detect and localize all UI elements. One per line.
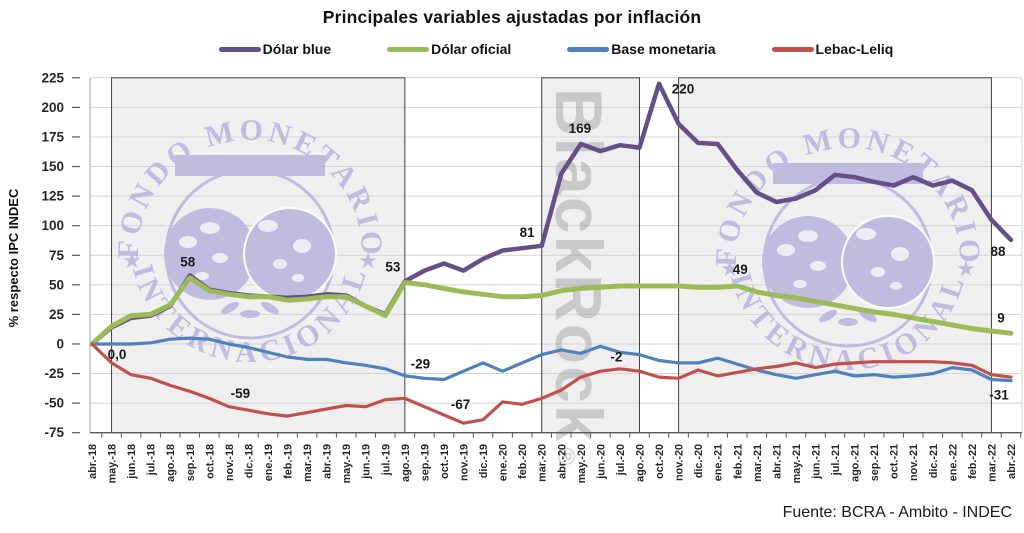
x-tick-label: feb.-22 <box>967 444 979 479</box>
x-tick-label: mar.-19 <box>302 444 314 482</box>
x-tick-label: oct.-20 <box>654 444 666 479</box>
x-tick-label: jun.-18 <box>126 444 138 480</box>
x-tick-label: nov.-18 <box>224 444 236 481</box>
x-tick-label: jul.-20 <box>615 444 627 476</box>
data-label: -67 <box>451 397 471 412</box>
data-label: 81 <box>520 225 536 240</box>
x-tick-label: ago.-20 <box>634 444 646 482</box>
x-tick-label: dic.-20 <box>693 444 705 478</box>
y-tick-label: 25 <box>49 307 65 322</box>
y-tick-label: -50 <box>44 396 64 411</box>
x-tick-label: oct.-19 <box>439 444 451 479</box>
series-line-lebac-leliq <box>90 342 1013 425</box>
x-tick-label: nov.-19 <box>459 444 471 481</box>
x-tick-label: abr.-20 <box>556 444 568 479</box>
x-tick-label: nov.-21 <box>908 444 920 481</box>
data-label: 49 <box>733 262 748 277</box>
y-tick-label: 150 <box>41 159 64 174</box>
x-tick-label: sep.-18 <box>185 444 197 481</box>
x-tick-label: may.-20 <box>576 444 588 483</box>
x-tick-label: ene.-20 <box>498 444 510 481</box>
legend-label: Lebac-Leliq <box>815 41 894 57</box>
x-tick-label: jun.-21 <box>810 444 822 480</box>
x-tick-label: mar.-20 <box>537 444 549 482</box>
data-label: -29 <box>411 356 431 371</box>
x-tick-label: abr.-18 <box>87 444 99 479</box>
x-tick-label: sep.-21 <box>869 444 881 481</box>
y-tick-label: -75 <box>44 425 64 440</box>
data-label: -59 <box>231 386 251 401</box>
legend-item-d-lar-oficial: Dólar oficial <box>387 41 511 57</box>
y-tick-label: 75 <box>49 248 65 263</box>
x-tick-label: feb.-19 <box>283 444 295 479</box>
legend-label: Base monetaria <box>611 41 716 57</box>
x-tick-label: abr.-22 <box>1006 444 1018 479</box>
x-tick-label: feb.-20 <box>517 444 529 479</box>
x-tick-label: may.-19 <box>341 444 353 483</box>
x-tick-label: sep.-19 <box>419 444 431 481</box>
data-label: 169 <box>569 121 592 136</box>
x-tick-label: abr.-19 <box>322 444 334 479</box>
x-tick-label: mar.-22 <box>986 444 998 482</box>
y-tick-label: 200 <box>41 100 64 115</box>
x-tick-label: ago.-18 <box>165 444 177 482</box>
data-label: 220 <box>672 82 695 97</box>
imf-star-icon: ★ <box>122 248 142 273</box>
legend-swatch-icon <box>567 46 610 52</box>
x-tick-label: oct.-21 <box>889 444 901 479</box>
data-label: -2 <box>610 349 622 364</box>
x-tick-label: abr.-21 <box>771 444 783 479</box>
imf-star-icon: ★ <box>720 256 740 281</box>
x-tick-label: jul.-21 <box>830 444 842 476</box>
series-line-base-monetaria <box>90 336 1013 383</box>
y-tick-label: 50 <box>49 277 64 292</box>
y-tick-label: 125 <box>41 189 64 204</box>
data-label: 58 <box>180 254 196 269</box>
imf-star-icon: ★ <box>956 256 976 281</box>
x-tick-label: ene.-19 <box>263 444 275 481</box>
data-label: 53 <box>385 259 401 274</box>
x-tick-label: dic.-18 <box>243 444 255 478</box>
x-tick-label: dic.-19 <box>478 444 490 478</box>
source-note: Fuente: BCRA - Ambito - INDEC <box>782 504 1012 521</box>
x-tick-label: mar.-21 <box>752 444 764 482</box>
legend-swatch-icon <box>771 46 814 52</box>
legend-item-d-lar-blue: Dólar blue <box>218 41 332 57</box>
chart-title: Principales variables ajustadas por infl… <box>322 7 702 27</box>
legend-item-base-monetaria: Base monetaria <box>567 41 716 57</box>
legend-item-lebac-leliq: Lebac-Leliq <box>771 41 894 57</box>
x-tick-label: ene.-21 <box>713 444 725 481</box>
x-tick-label: ene.-22 <box>947 444 959 481</box>
legend-swatch-icon <box>387 46 430 52</box>
y-tick-label: 0 <box>56 336 64 351</box>
legend-swatch-icon <box>218 46 261 52</box>
series-line-d-lar-oficial <box>89 275 1014 347</box>
x-tick-label: ago.-19 <box>400 444 412 482</box>
data-label: 0,0 <box>108 347 127 362</box>
x-tick-label: jul.-19 <box>380 444 392 476</box>
x-tick-label: jun.-19 <box>361 444 373 480</box>
legend-label: Dólar oficial <box>431 41 512 57</box>
x-tick-label: oct.-18 <box>204 444 216 479</box>
chart-legend: Dólar blue Dólar oficial Base monetaria Leb… <box>90 41 1022 57</box>
x-tick-label: jul.-18 <box>146 444 158 476</box>
x-tick-label: dic.-21 <box>928 444 940 478</box>
x-tick-label: ago.-21 <box>850 444 862 482</box>
x-tick-label: may.-18 <box>107 444 119 483</box>
y-tick-label: 100 <box>41 218 64 233</box>
data-label: 88 <box>990 244 1006 259</box>
x-tick-label: jun.-20 <box>595 444 607 480</box>
legend-label: Dólar blue <box>262 41 332 57</box>
x-tick-label: nov.-20 <box>674 444 686 481</box>
data-label: -31 <box>989 388 1009 403</box>
y-tick-label: -25 <box>44 366 64 381</box>
data-label: 9 <box>997 310 1005 325</box>
x-tick-label: feb.-21 <box>732 444 744 479</box>
y-tick-label: 175 <box>41 129 64 144</box>
y-tick-label: 225 <box>41 70 64 85</box>
x-tick-label: may.-21 <box>791 444 803 483</box>
imf-star-icon: ★ <box>358 248 378 273</box>
